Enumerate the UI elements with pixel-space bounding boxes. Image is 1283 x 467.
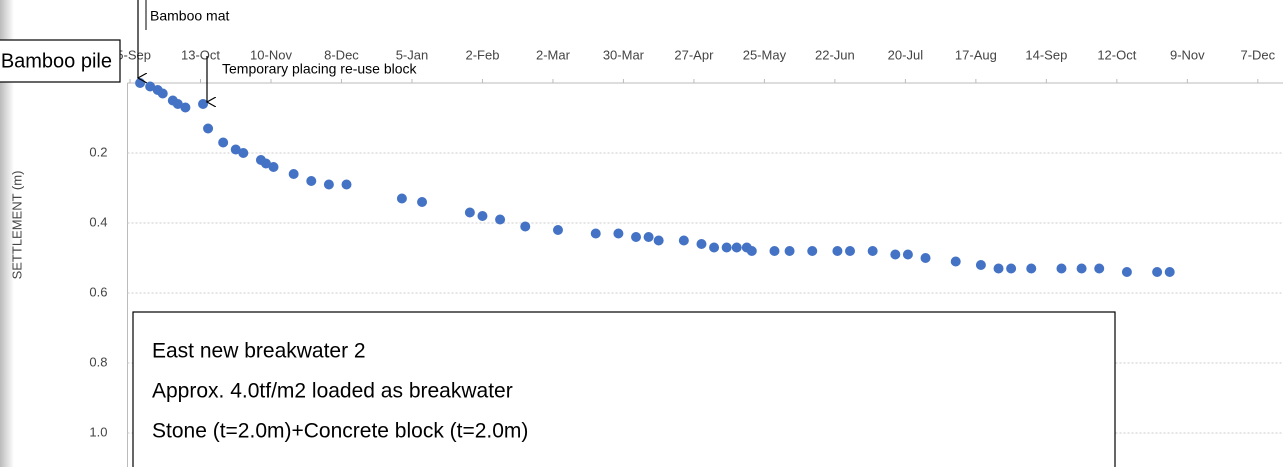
point bbox=[769, 246, 780, 256]
text-box bbox=[132, 311, 1116, 467]
point bbox=[341, 179, 352, 190]
point bbox=[1056, 263, 1067, 274]
point bbox=[867, 246, 878, 256]
point bbox=[495, 214, 506, 225]
x-tick-label: 8-Dec bbox=[324, 47, 359, 62]
x-tick-label: 10-Nov bbox=[250, 47, 292, 62]
annotation: Bamboo mat bbox=[150, 8, 229, 24]
point bbox=[845, 246, 856, 256]
x-tick-label: 30-Mar bbox=[603, 47, 645, 62]
text-box-line: Stone (t=2.0m)+Concrete block (t=2.0m) bbox=[152, 420, 528, 443]
point bbox=[1006, 263, 1017, 274]
point bbox=[157, 88, 168, 99]
x-tick-label: 9-Nov bbox=[1170, 47, 1205, 62]
point bbox=[464, 207, 475, 218]
x-tick-label: 25-May bbox=[743, 47, 787, 62]
point bbox=[520, 221, 531, 232]
point bbox=[1094, 263, 1105, 274]
point bbox=[288, 169, 299, 179]
point bbox=[1121, 267, 1132, 277]
point bbox=[1026, 263, 1037, 274]
point bbox=[145, 81, 156, 92]
point bbox=[218, 137, 229, 148]
point bbox=[890, 249, 901, 260]
point bbox=[832, 246, 843, 256]
point bbox=[920, 253, 931, 263]
point bbox=[477, 211, 488, 221]
point bbox=[203, 123, 214, 134]
y-tick-label: 0.8 bbox=[89, 354, 107, 369]
y-tick-label: 0.6 bbox=[89, 284, 107, 299]
point bbox=[1076, 263, 1087, 274]
x-tick-label: 27-Apr bbox=[674, 47, 714, 62]
x-tick-label: 22-Jun bbox=[815, 47, 855, 62]
point bbox=[417, 197, 428, 207]
x-tick-label: 7-Dec bbox=[1240, 47, 1275, 62]
x-tick-label: 2-Feb bbox=[465, 47, 499, 62]
point bbox=[230, 144, 241, 155]
point bbox=[746, 246, 757, 256]
text-box-line: East new breakwater 2 bbox=[152, 340, 366, 363]
y-tick-label: 0.4 bbox=[89, 214, 107, 229]
annotation: Bamboo pile bbox=[1, 50, 112, 72]
point bbox=[198, 99, 209, 109]
point bbox=[180, 102, 191, 113]
x-tick-label: 20-Jul bbox=[888, 47, 924, 62]
x-tick-label: 12-Oct bbox=[1097, 47, 1136, 62]
annotation-box bbox=[0, 39, 121, 83]
point bbox=[902, 249, 913, 260]
point bbox=[653, 235, 664, 246]
x-tick-label: 17-Aug bbox=[955, 47, 997, 62]
x-tick-label: 5-Jan bbox=[396, 47, 429, 62]
point bbox=[807, 246, 818, 256]
point bbox=[709, 242, 720, 253]
point bbox=[268, 162, 279, 172]
x-tick-label: 2-Mar bbox=[536, 47, 571, 62]
point bbox=[784, 246, 795, 256]
text-box-line: Approx. 4.0tf/m2 loaded as breakwater bbox=[152, 380, 513, 403]
point bbox=[950, 256, 961, 267]
y-axis-title: SETTLEMENT (m) bbox=[9, 171, 24, 280]
x-tick-label: 14-Sep bbox=[1025, 47, 1067, 62]
point bbox=[552, 225, 563, 235]
point bbox=[678, 235, 689, 246]
y-tick-label: 1.0 bbox=[89, 424, 107, 439]
point bbox=[172, 99, 183, 109]
point bbox=[396, 193, 407, 204]
point bbox=[1152, 267, 1163, 277]
edge-shade bbox=[0, 0, 14, 467]
point bbox=[613, 228, 624, 239]
point bbox=[731, 242, 742, 253]
annotation: Temporary placing re-use block bbox=[222, 61, 418, 77]
point bbox=[260, 158, 271, 169]
point bbox=[993, 263, 1004, 274]
point bbox=[590, 228, 601, 239]
point bbox=[238, 148, 249, 158]
point bbox=[323, 179, 334, 190]
point bbox=[696, 239, 707, 249]
point bbox=[135, 78, 146, 88]
point bbox=[631, 232, 642, 242]
point bbox=[1164, 267, 1175, 277]
y-tick-label: 0.2 bbox=[89, 144, 107, 159]
point bbox=[306, 176, 317, 186]
x-tick-label: 13-Oct bbox=[181, 47, 220, 62]
point bbox=[643, 232, 654, 242]
point bbox=[721, 242, 732, 253]
point bbox=[975, 260, 986, 270]
